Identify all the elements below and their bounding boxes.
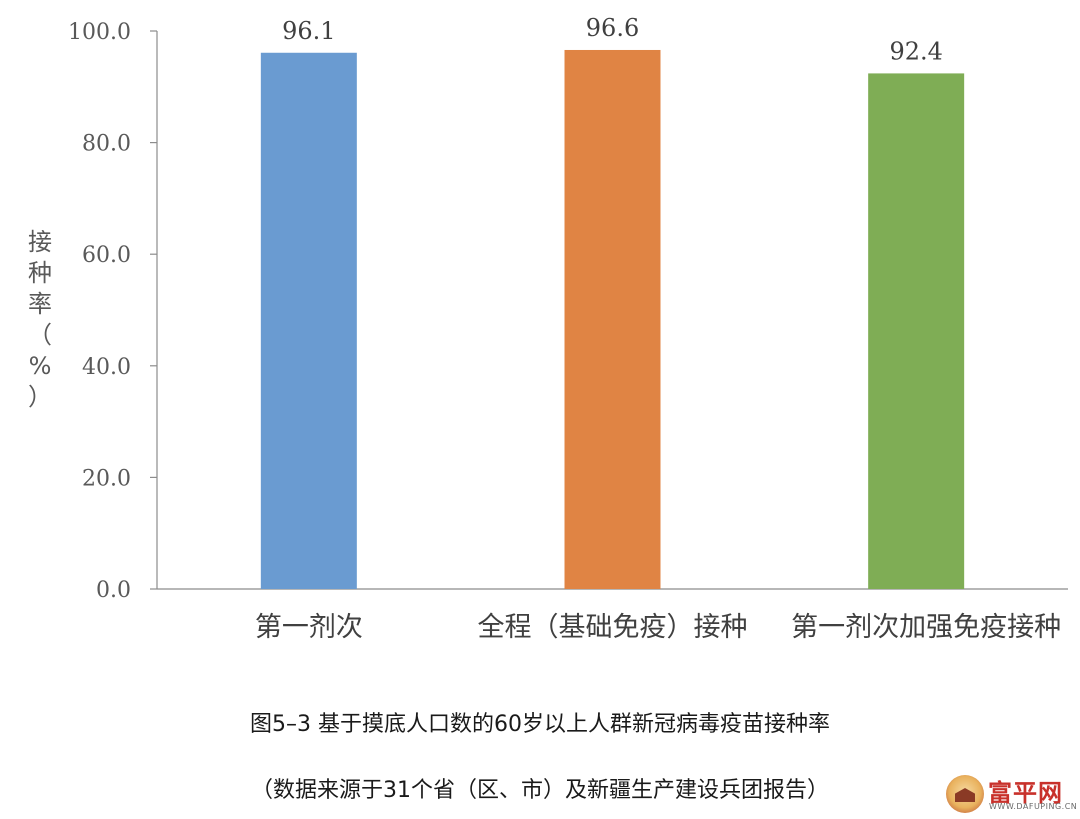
bar	[260, 52, 357, 589]
bar	[868, 73, 965, 589]
x-category-label: 全程（基础免疫）接种	[478, 612, 748, 643]
site-watermark: 富平网 WWW.DAFUPING.CN	[946, 773, 1078, 815]
y-tick-label: 40.0	[82, 355, 131, 380]
bar	[564, 49, 661, 590]
watermark-url: WWW.DAFUPING.CN	[989, 802, 1078, 811]
bar-value-label: 96.1	[282, 17, 335, 45]
tower-logo-icon	[946, 775, 984, 813]
bar-chart: 0.0 20.0 40.0 60.0 80.0 100.0 96.1 96.6 92.4 第一…	[28, 14, 1068, 643]
bar-value-label: 92.4	[889, 37, 942, 65]
x-category-label: 第一剂次加强免疫接种	[791, 612, 1061, 643]
bars	[260, 49, 965, 590]
bar-value-label: 96.6	[586, 14, 639, 42]
data-labels: 96.1 96.6 92.4	[282, 14, 943, 65]
y-tick-label: 20.0	[82, 466, 131, 491]
y-tick-label: 100.0	[68, 20, 131, 45]
y-axis-label: 接种率（%）	[28, 228, 52, 411]
y-tick-label: 0.0	[96, 578, 131, 603]
figure-caption: 图5–3 基于摸底人口数的60岁以上人群新冠病毒疫苗接种率	[250, 712, 830, 737]
x-axis-categories: 第一剂次 全程（基础免疫）接种 第一剂次加强免疫接种	[255, 612, 1061, 643]
watermark-name: 富平网	[988, 779, 1063, 807]
y-tick-label: 80.0	[82, 132, 131, 157]
figure-source-note: （数据来源于31个省（区、市）及新疆生产建设兵团报告）	[251, 778, 829, 803]
y-tick-label: 60.0	[82, 243, 131, 268]
y-axis: 0.0 20.0 40.0 60.0 80.0 100.0	[68, 20, 1068, 603]
x-category-label: 第一剂次	[255, 612, 363, 643]
